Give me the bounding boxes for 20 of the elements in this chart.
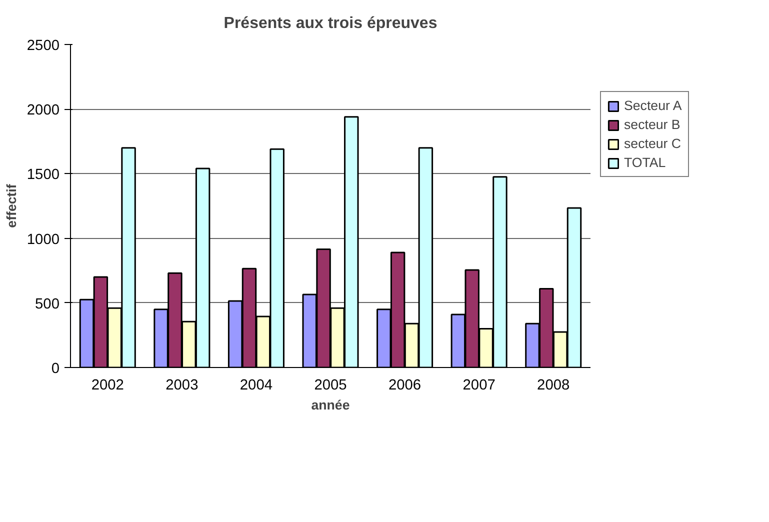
legend-label: secteur C (624, 136, 682, 151)
x-tick-label: 2007 (462, 378, 496, 394)
x-tick-label: 2006 (388, 378, 422, 394)
y-tick-label: 1000 (26, 232, 60, 248)
x-tick-label: 2008 (537, 378, 570, 394)
y-tick-label: 2500 (26, 38, 60, 54)
x-tick-label: 2005 (314, 378, 347, 394)
x-tick-label: 2003 (166, 378, 198, 394)
x-axis-title: année (311, 398, 350, 412)
y-axis-title: effectif (4, 184, 19, 228)
y-tick-label: 1500 (26, 167, 60, 184)
legend-label: secteur B (624, 117, 680, 132)
y-tick-label: 2000 (26, 102, 60, 119)
chart-title: Présents aux trois épreuves (224, 15, 438, 32)
legend-label: Secteur A (624, 98, 682, 113)
y-tick-label: 0 (51, 361, 60, 377)
legend-label: TOTAL (624, 155, 666, 170)
x-tick-label: 2004 (240, 378, 273, 394)
y-tick-label: 500 (35, 296, 60, 312)
x-tick-label: 2002 (91, 378, 124, 394)
